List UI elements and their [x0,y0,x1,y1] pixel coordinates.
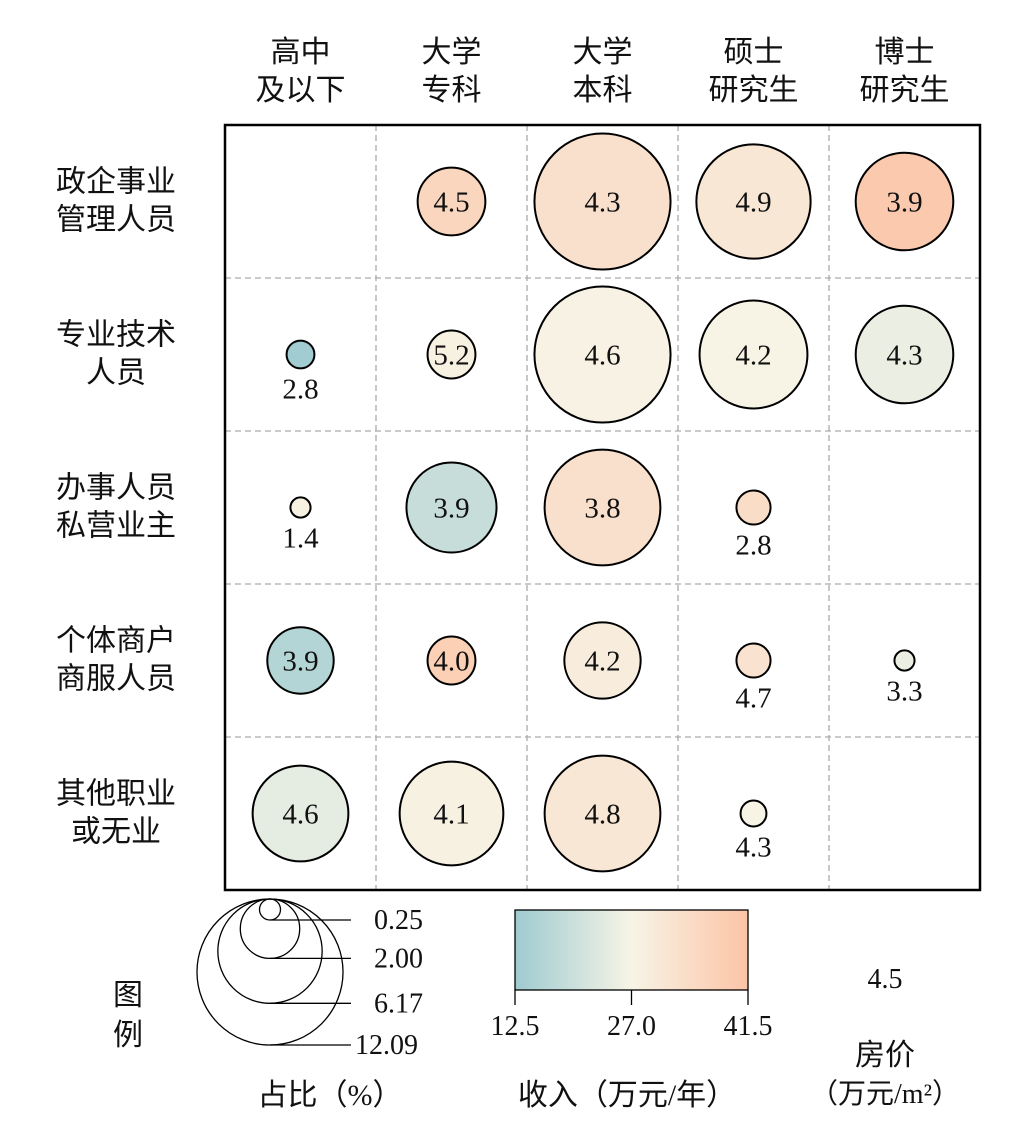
row-header: 或无业 [71,816,161,849]
bubble-price-label: 3.8 [584,493,620,525]
bubble-price-label: 4.0 [433,646,469,678]
bubble [426,329,477,380]
bubble-price-label: 4.2 [735,340,771,372]
column-header: 研究生 [860,74,950,107]
bubble [289,496,312,519]
color-legend-tick-label: 27.0 [607,1011,656,1042]
row-header: 其他职业 [56,778,176,811]
bubble [533,285,672,424]
row-header: 私营业主 [56,510,176,543]
size-legend-circle [258,898,282,921]
bubble-price-label: 4.6 [282,799,318,831]
size-legend-circle [217,898,323,1004]
bubble [698,299,809,410]
size-legend-value: 12.09 [355,1030,418,1061]
bubble [285,339,316,370]
column-header: 专科 [422,74,482,107]
legend-label: 图 [113,979,143,1012]
bubble-price-label: 4.3 [735,831,771,863]
bubble-price-label: 3.3 [886,676,922,708]
size-legend-title: 占比（%） [258,1079,403,1112]
bubble-price-label: 3.9 [886,187,922,219]
bubble [893,649,916,672]
bubble-price-label: 1.4 [282,523,319,555]
bubble-price-label: 3.9 [282,646,318,678]
color-legend-title: 收入（万元/年） [518,1079,736,1112]
bubble [735,642,772,679]
bubble-price-label: 4.7 [735,683,771,715]
legend-label: 例 [113,1019,143,1052]
price-legend-unit: （万元/m²） [810,1078,960,1110]
bubble [426,635,477,686]
size-legend-value: 0.25 [374,905,423,936]
bubble-price-label: 4.3 [584,187,620,219]
column-header: 大学 [573,36,633,69]
column-header: 高中 [271,36,331,69]
bubble-price-label: 5.2 [433,340,469,372]
color-legend-tick-label: 12.5 [491,1011,540,1042]
bubble-price-label: 3.9 [433,493,469,525]
bubble [533,132,672,271]
bubble-price-label: 4.2 [584,646,620,678]
color-legend-bar [514,909,749,991]
size-legend-value: 2.00 [374,943,423,974]
bubble-price-label: 4.9 [735,187,771,219]
bubble [251,764,350,863]
size-legend-circle [196,898,344,1046]
bubble-price-label: 4.1 [433,799,469,831]
color-legend-tick-label: 41.5 [724,1011,773,1042]
size-legend-value: 6.17 [374,988,423,1019]
bubble [543,754,662,873]
column-header: 及以下 [256,74,346,107]
price-legend-title: 房价 [855,1039,915,1072]
column-header: 本科 [573,74,633,107]
bubble-price-label: 4.5 [433,187,469,219]
bubble-price-label: 4.3 [886,340,922,372]
bubble [543,448,662,567]
row-header: 个体商户 [56,625,176,658]
bubble [405,461,498,554]
row-header: 专业技术 [56,319,176,352]
plot-frame [223,123,982,892]
bubble [854,304,955,405]
bubble-price-label: 2.8 [282,373,318,405]
size-legend-circle [239,898,301,960]
bubble [266,626,335,695]
bubble [398,760,505,867]
price-legend-sample: 4.5 [868,964,903,995]
bubble [563,621,642,700]
bubble-price-label: 2.8 [735,530,771,562]
column-header: 大学 [422,36,482,69]
bubble [416,166,487,237]
column-header: 研究生 [709,74,799,107]
row-header: 商服人员 [56,663,176,696]
row-header: 办事人员 [56,472,176,505]
row-header: 人员 [86,357,146,390]
bubble-price-label: 4.6 [584,340,620,372]
column-header: 博士 [875,36,935,69]
column-header: 硕士 [724,36,784,69]
row-header: 政企事业 [56,166,176,199]
bubble [695,143,812,260]
bubble [854,151,955,252]
row-header: 管理人员 [56,204,176,237]
bubble-price-label: 4.8 [584,799,620,831]
bubble [739,799,768,828]
bubble [735,489,772,526]
